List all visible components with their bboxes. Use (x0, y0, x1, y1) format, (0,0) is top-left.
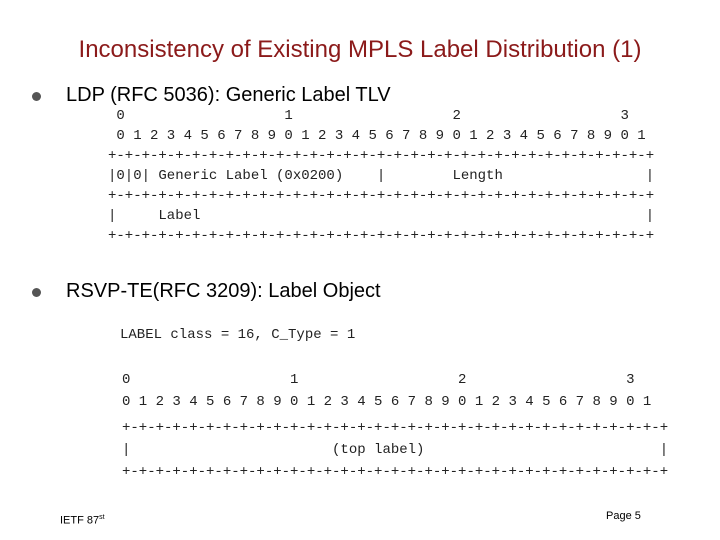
diagram-line: 0 1 2 3 4 5 6 7 8 9 0 1 2 3 4 5 6 7 8 9 … (108, 128, 646, 144)
diagram-line: 0 1 2 3 (108, 108, 629, 124)
footer-superscript: st (99, 514, 105, 521)
diagram-line: | (top label) | (122, 442, 669, 458)
bullet-text: LDP (RFC 5036): Generic Label TLV (66, 84, 391, 106)
footer-text: IETF 87 (60, 514, 100, 527)
diagram-line: |0|0| Generic Label (0x0200) | Length | (108, 168, 655, 184)
diagram-line: 0 1 2 3 4 5 6 7 8 9 0 1 2 3 4 5 6 7 8 9 … (122, 394, 652, 410)
diagram-line: | Label | (108, 208, 655, 224)
diagram-line: +-+-+-+-+-+-+-+-+-+-+-+-+-+-+-+-+-+-+-+-… (108, 188, 655, 204)
diagram-line: +-+-+-+-+-+-+-+-+-+-+-+-+-+-+-+-+-+-+-+-… (108, 228, 655, 244)
footer-left: IETF 87st (60, 514, 105, 527)
diagram-line: +-+-+-+-+-+-+-+-+-+-+-+-+-+-+-+-+-+-+-+-… (122, 420, 669, 436)
slide-title: Inconsistency of Existing MPLS Label Dis… (78, 36, 642, 63)
object-caption: LABEL class = 16, C_Type = 1 (120, 327, 356, 343)
diagram-line: +-+-+-+-+-+-+-+-+-+-+-+-+-+-+-+-+-+-+-+-… (108, 148, 655, 164)
page-number: Page 5 (606, 510, 641, 522)
diagram-line: 0 1 2 3 (122, 372, 635, 388)
bullet-marker (32, 92, 41, 101)
bullet-marker (32, 288, 41, 297)
bullet-text: RSVP-TE(RFC 3209): Label Object (66, 280, 381, 302)
diagram-line: +-+-+-+-+-+-+-+-+-+-+-+-+-+-+-+-+-+-+-+-… (122, 464, 669, 480)
